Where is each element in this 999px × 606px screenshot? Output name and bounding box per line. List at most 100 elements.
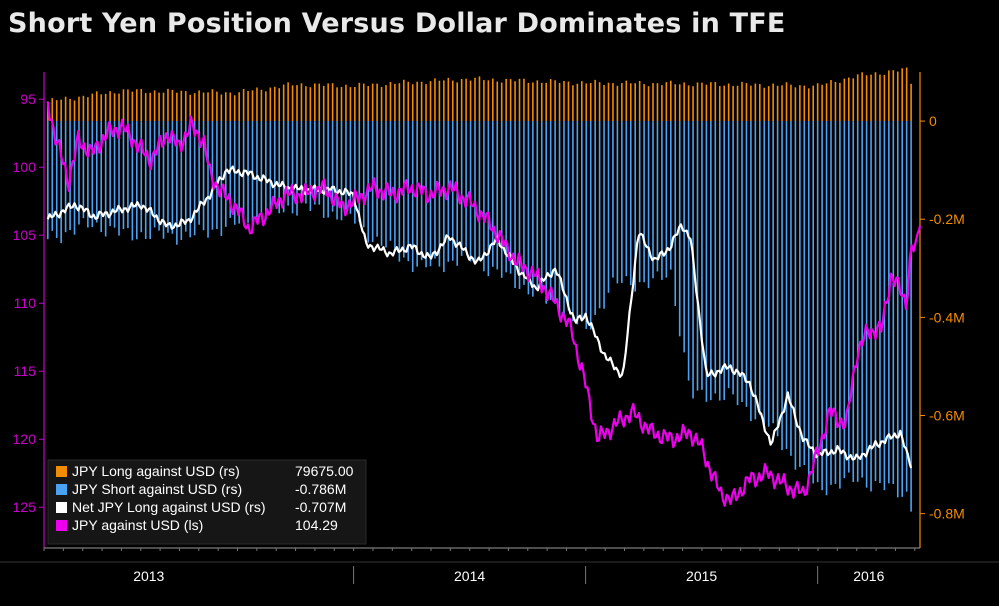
- long-bar: [745, 83, 748, 122]
- short-bar: [278, 121, 281, 214]
- long-bar: [701, 82, 703, 122]
- short-bar: [759, 121, 761, 415]
- legend-entry-name: Net JPY Long against USD (rs): [72, 499, 266, 515]
- short-bar: [870, 121, 872, 492]
- long-bar: [136, 89, 138, 122]
- long-bar: [64, 96, 67, 122]
- long-bar: [300, 83, 303, 122]
- short-bar: [322, 121, 325, 218]
- long-bar: [492, 78, 494, 122]
- short-bar: [505, 121, 507, 273]
- short-bar: [874, 121, 877, 482]
- long-bar: [892, 70, 895, 122]
- short-bar: [149, 121, 151, 240]
- short-bar: [812, 121, 815, 484]
- short-bar: [193, 121, 196, 236]
- long-bar: [180, 90, 183, 122]
- short-bar: [256, 121, 258, 218]
- short-bar: [309, 121, 312, 212]
- legend-entry-name: JPY Short against USD (rs): [72, 481, 242, 497]
- short-bar: [625, 121, 628, 277]
- long-bar: [576, 83, 579, 122]
- short-bar: [629, 121, 632, 286]
- short-bar: [113, 121, 116, 228]
- short-bar: [794, 121, 797, 470]
- short-bar: [144, 121, 147, 239]
- long-bar: [554, 80, 556, 122]
- long-bar: [73, 100, 76, 122]
- long-bar: [638, 80, 641, 122]
- long-bar: [87, 97, 89, 122]
- legend-swatch: [56, 520, 67, 531]
- long-bar: [282, 84, 285, 122]
- short-bar: [523, 121, 525, 285]
- short-bar: [82, 121, 85, 219]
- short-bar: [616, 121, 619, 284]
- long-bar: [251, 90, 254, 122]
- long-bar: [643, 84, 645, 122]
- short-bar: [763, 121, 766, 425]
- short-bar: [518, 121, 521, 289]
- long-bar: [825, 83, 828, 122]
- long-bar: [763, 87, 766, 122]
- long-bar: [109, 91, 111, 122]
- long-bar: [127, 89, 129, 122]
- long-bar: [785, 82, 788, 122]
- usdjpy-line: [46, 101, 922, 507]
- long-bar: [207, 92, 209, 122]
- long-bar: [425, 84, 427, 122]
- long-bar: [674, 84, 677, 122]
- long-bar: [776, 85, 779, 122]
- long-bar: [812, 85, 815, 122]
- long-bar: [683, 82, 685, 122]
- left-axis-tick-label: 100: [13, 159, 37, 175]
- long-bar: [465, 78, 467, 122]
- legend-entry-value: -0.707M: [295, 499, 346, 515]
- long-bar: [345, 84, 347, 122]
- short-bar: [51, 121, 54, 231]
- long-bar: [460, 79, 463, 122]
- short-bar: [581, 121, 583, 320]
- short-bar: [247, 121, 249, 223]
- short-bar: [189, 121, 192, 238]
- long-bar: [678, 84, 681, 122]
- long-bar: [322, 85, 325, 122]
- long-bar: [523, 78, 525, 122]
- left-axis-tick-label: 125: [13, 499, 37, 515]
- short-bar: [287, 121, 289, 206]
- long-bar: [750, 85, 752, 122]
- short-bar: [78, 121, 80, 225]
- long-bar: [732, 85, 734, 122]
- long-bar: [483, 80, 485, 122]
- long-bar: [612, 83, 614, 122]
- short-bar: [754, 121, 757, 420]
- short-bar: [634, 121, 637, 292]
- long-bar: [171, 89, 174, 122]
- short-bar: [158, 121, 160, 231]
- long-bar: [233, 95, 236, 122]
- long-bar: [247, 91, 249, 122]
- long-bar: [705, 84, 708, 122]
- short-bar: [732, 121, 734, 395]
- short-bar: [109, 121, 111, 227]
- short-bar: [545, 121, 548, 304]
- net-long-line: [46, 165, 913, 469]
- short-bar: [460, 121, 463, 256]
- long-bar: [536, 80, 539, 122]
- long-bar: [260, 89, 263, 122]
- long-bar: [456, 82, 459, 122]
- short-bar: [727, 121, 730, 389]
- long-bar: [807, 88, 810, 122]
- right-axis-tick-label: -0.8M: [929, 506, 965, 522]
- short-bar: [576, 121, 579, 325]
- long-bar: [661, 85, 663, 122]
- long-bar: [256, 87, 258, 122]
- long-bar: [487, 80, 490, 122]
- long-bar: [545, 82, 548, 122]
- long-bar: [407, 81, 410, 122]
- long-bar: [714, 81, 717, 122]
- short-bar: [594, 121, 596, 315]
- line-series: [46, 101, 922, 507]
- short-bar: [527, 121, 530, 295]
- short-bar: [95, 121, 98, 223]
